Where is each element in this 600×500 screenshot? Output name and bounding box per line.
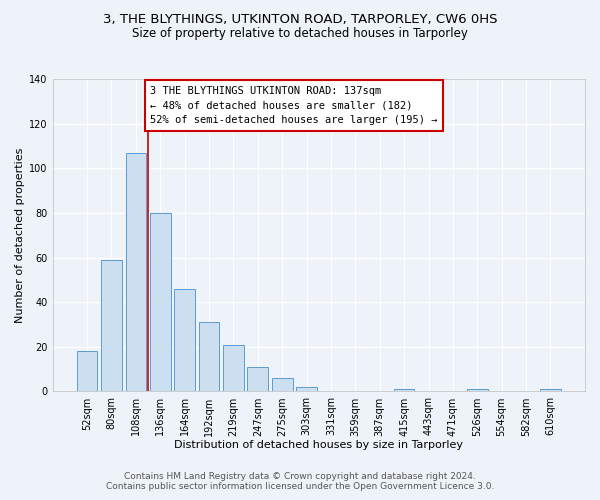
Bar <box>247 367 268 392</box>
Bar <box>174 289 195 392</box>
Text: Contains public sector information licensed under the Open Government Licence 3.: Contains public sector information licen… <box>106 482 494 491</box>
Bar <box>199 322 220 392</box>
Bar <box>394 389 415 392</box>
X-axis label: Distribution of detached houses by size in Tarporley: Distribution of detached houses by size … <box>174 440 463 450</box>
Bar <box>101 260 122 392</box>
Y-axis label: Number of detached properties: Number of detached properties <box>15 148 25 323</box>
Text: 3 THE BLYTHINGS UTKINTON ROAD: 137sqm
← 48% of detached houses are smaller (182): 3 THE BLYTHINGS UTKINTON ROAD: 137sqm ← … <box>151 86 438 126</box>
Text: 3, THE BLYTHINGS, UTKINTON ROAD, TARPORLEY, CW6 0HS: 3, THE BLYTHINGS, UTKINTON ROAD, TARPORL… <box>103 12 497 26</box>
Bar <box>296 387 317 392</box>
Bar <box>223 344 244 392</box>
Bar <box>150 213 170 392</box>
Bar <box>540 389 561 392</box>
Bar <box>77 352 97 392</box>
Bar <box>467 389 488 392</box>
Bar <box>272 378 293 392</box>
Text: Contains HM Land Registry data © Crown copyright and database right 2024.: Contains HM Land Registry data © Crown c… <box>124 472 476 481</box>
Text: Size of property relative to detached houses in Tarporley: Size of property relative to detached ho… <box>132 28 468 40</box>
Bar <box>125 152 146 392</box>
